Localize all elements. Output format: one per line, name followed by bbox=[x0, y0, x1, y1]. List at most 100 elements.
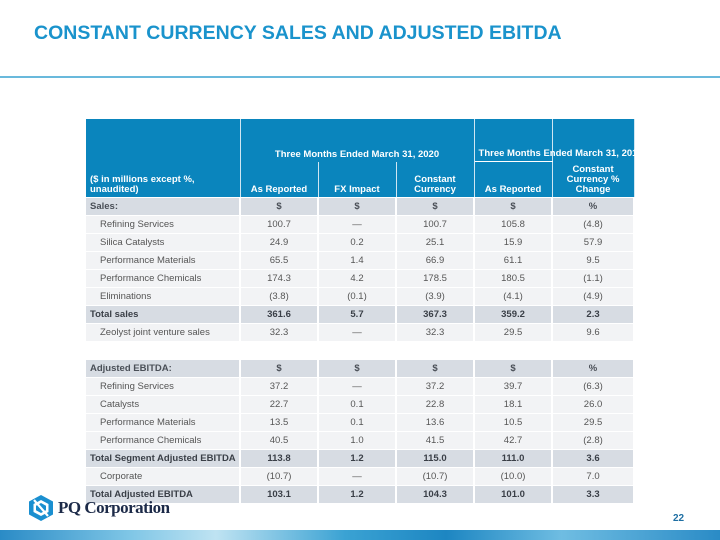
cell-value: 37.2 bbox=[396, 377, 476, 396]
cell-value: 13.6 bbox=[396, 413, 476, 432]
cell-value: 100.7 bbox=[240, 215, 319, 234]
cell-value: 13.5 bbox=[240, 413, 319, 432]
cell-value: 66.9 bbox=[396, 251, 476, 270]
cell-value: 100.7 bbox=[396, 215, 476, 234]
cell-value: 101.0 bbox=[474, 485, 554, 504]
cell-value: 367.3 bbox=[396, 305, 476, 324]
cell-value: (10.0) bbox=[474, 467, 554, 486]
table-row: Sales: $ $ $ $% bbox=[86, 197, 636, 216]
financial-table: Three Months Ended March 31, 2020 Three … bbox=[86, 119, 643, 504]
cell-value: 104.3 bbox=[396, 485, 476, 504]
table-row: Performance Materials 13.5 0.1 13.6 10.5 29.5 bbox=[86, 413, 636, 432]
column-header-fx-impact: FX Impact bbox=[318, 161, 397, 198]
page-title: CONSTANT CURRENCY SALES AND ADJUSTED EBI… bbox=[34, 22, 562, 44]
row-label: Total sales bbox=[86, 305, 241, 324]
column-header-constant-currency: Constant Currency bbox=[396, 161, 475, 198]
table-row: Performance Materials 65.5 1.4 66.9 61.1 9.5 bbox=[86, 251, 636, 270]
cell-value: 10.5 bbox=[474, 413, 554, 432]
cell-value: 37.2 bbox=[240, 377, 319, 396]
cell-value: — bbox=[318, 323, 397, 342]
cell-value: 359.2 bbox=[474, 305, 554, 324]
column-header-as-reported: As Reported bbox=[240, 161, 319, 198]
cell-value: 57.9 bbox=[552, 233, 636, 252]
cell-value: 7.0 bbox=[552, 467, 636, 486]
cell-value: (2.8) bbox=[552, 431, 636, 450]
cell-value: 24.9 bbox=[240, 233, 319, 252]
cell-value: 29.5 bbox=[474, 323, 554, 342]
cell-value: 15.9 bbox=[474, 233, 554, 252]
table-row: Total sales 361.6 5.7 367.3 359.2 2.3 bbox=[86, 305, 636, 324]
cell-value: 65.5 bbox=[240, 251, 319, 270]
cell-value: $ bbox=[240, 359, 319, 378]
cell-value: 9.5 bbox=[552, 251, 636, 270]
cell-value: (6.3) bbox=[552, 377, 636, 396]
column-header-cc-change: Constant Currency % Change bbox=[552, 161, 635, 198]
table-row: Refining Services 100.7—100.7 105.8 (4.8) bbox=[86, 215, 636, 234]
table-row: Total Segment Adjusted EBITDA 113.8 1.2 115… bbox=[86, 449, 636, 468]
cell-value: % bbox=[552, 359, 636, 378]
row-label: Zeolyst joint venture sales bbox=[86, 323, 241, 342]
cell-value: 361.6 bbox=[240, 305, 319, 324]
cell-value: 25.1 bbox=[396, 233, 476, 252]
cell-value: 40.5 bbox=[240, 431, 319, 450]
row-label: Refining Services bbox=[86, 377, 241, 396]
cell-value: 180.5 bbox=[474, 269, 554, 288]
row-label: Adjusted EBITDA: bbox=[86, 359, 241, 378]
cell-value: $ bbox=[318, 197, 397, 216]
cell-value: (4.1) bbox=[474, 287, 554, 306]
table-row: Corporate (10.7) — (10.7) (10.0) 7.0 bbox=[86, 467, 636, 486]
cell-value: 29.5 bbox=[552, 413, 636, 432]
cell-value: $ bbox=[396, 359, 476, 378]
table-row: Catalysts 22.7 0.1 22.8 18.1 26.0 bbox=[86, 395, 636, 414]
cell-value: (1.1) bbox=[552, 269, 636, 288]
cell-value: 61.1 bbox=[474, 251, 554, 270]
cell-value: (10.7) bbox=[396, 467, 476, 486]
cell-value: 115.0 bbox=[396, 449, 476, 468]
cell-value: 103.1 bbox=[240, 485, 319, 504]
cell-value: — bbox=[318, 215, 397, 234]
row-label: Performance Chemicals bbox=[86, 431, 241, 450]
cell-value: (4.8) bbox=[552, 215, 636, 234]
column-header-prior-as-reported: As Reported bbox=[474, 161, 553, 198]
cell-value: 39.7 bbox=[474, 377, 554, 396]
cell-value: 18.1 bbox=[474, 395, 554, 414]
cell-value: $ bbox=[474, 359, 554, 378]
spacer-cell bbox=[86, 341, 636, 360]
table-row: Silica Catalysts 24.9 0.2 25.1 15.9 57.9 bbox=[86, 233, 636, 252]
row-label: Sales: bbox=[86, 197, 241, 216]
cell-value: — bbox=[318, 377, 397, 396]
footer-band bbox=[0, 530, 720, 540]
cell-value: 22.7 bbox=[240, 395, 319, 414]
header-blank-right bbox=[552, 119, 635, 162]
cell-value: (3.9) bbox=[396, 287, 476, 306]
column-header-label: ($ in millions except %, unaudited) bbox=[86, 161, 241, 198]
ebitda-section: Adjusted EBITDA: $ $ $ $% Refining Services 37… bbox=[86, 359, 636, 504]
group-header-2020: Three Months Ended March 31, 2020 bbox=[240, 119, 475, 162]
cell-value: 1.2 bbox=[318, 449, 397, 468]
row-label: Performance Chemicals bbox=[86, 269, 241, 288]
sales-section: Sales: $ $ $ $% Refining Services 100.7—100.7 1… bbox=[86, 197, 636, 342]
table-group-header-row: Three Months Ended March 31, 2020 Three … bbox=[86, 119, 643, 162]
table-row: Performance Chemicals 174.3 4.2 178.5 180.5(… bbox=[86, 269, 636, 288]
row-label: Eliminations bbox=[86, 287, 241, 306]
pq-hexagon-icon bbox=[29, 495, 53, 521]
cell-value: 32.3 bbox=[240, 323, 319, 342]
row-label: Performance Materials bbox=[86, 251, 241, 270]
cell-value: 1.0 bbox=[318, 431, 397, 450]
title-divider bbox=[0, 76, 720, 78]
table-row: Eliminations (3.8) (0.1) (3.9) (4.1) (4.9) bbox=[86, 287, 636, 306]
page-number: 22 bbox=[673, 513, 685, 524]
company-name: PQ Corporation bbox=[58, 498, 170, 517]
cell-value: (3.8) bbox=[240, 287, 319, 306]
cell-value: 2.3 bbox=[552, 305, 636, 324]
cell-value: (0.1) bbox=[318, 287, 397, 306]
table-column-header-row: ($ in millions except %, unaudited) As R… bbox=[86, 161, 635, 198]
section-spacer bbox=[86, 341, 636, 360]
cell-value: 41.5 bbox=[396, 431, 476, 450]
cell-value: $ bbox=[318, 359, 397, 378]
group-header-2019: Three Months Ended March 31, 2019 bbox=[474, 119, 643, 162]
cell-value: 1.2 bbox=[318, 485, 397, 504]
table-row: Refining Services 37.2—37.2 39.7 (6.3) bbox=[86, 377, 636, 396]
table-row: Performance Chemicals 40.5 1.0 41.5 42.7 (2.8… bbox=[86, 431, 636, 450]
header-blank bbox=[86, 119, 241, 162]
